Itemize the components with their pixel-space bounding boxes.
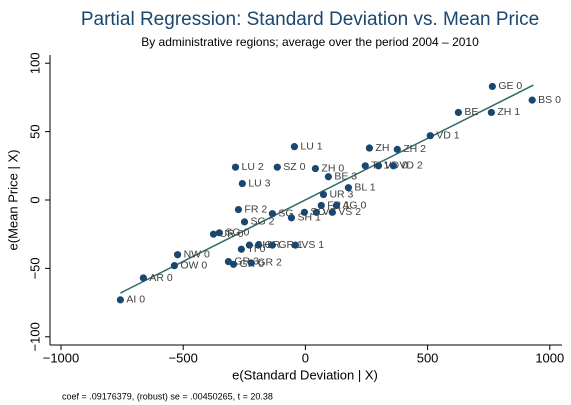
x-tick-label: −500 [169,350,198,365]
point [487,108,495,117]
point [215,229,223,237]
point [312,208,320,216]
point-label: GR 1 [278,239,303,251]
x-tick-label: 1000 [535,350,564,365]
y-tick-label: 0 [27,196,42,203]
point-label: OW 0 [180,259,207,271]
point [319,190,328,199]
point-label: GR 2 [257,257,282,269]
point-label: FR 2 [244,203,267,215]
point-label: VD 1 [436,129,460,141]
point [254,241,263,249]
point [454,108,462,117]
point [209,230,218,238]
fit-line [120,84,534,294]
point [229,260,238,268]
point-label: VS 2 [338,206,361,218]
point [311,164,320,173]
point [488,82,496,91]
point-label: UR 0 [219,228,243,240]
point [139,274,147,282]
point [240,218,249,226]
point-label: AI 0 [126,294,145,306]
point-label: VD 2 [399,160,423,172]
point [528,96,536,104]
point-label: SH 1 [297,212,321,224]
point [234,205,243,214]
point-label: ZH 2 [403,143,426,155]
point [426,132,434,140]
point-label: UR 3 [329,188,353,200]
point-label: NW 0 [184,248,210,260]
point-label: TI 0 [247,243,265,255]
point [268,210,276,218]
point-label: SG 2 [251,216,275,228]
point [268,241,276,249]
point-label: SZ 0 [283,161,305,173]
point [317,201,325,210]
point [374,162,383,170]
y-tick-label: −100 [27,322,42,351]
point [247,259,255,267]
point [365,144,374,152]
point-label: SG 0 [225,227,249,239]
x-tick-label: −1000 [43,350,80,365]
point-label: BL 1 [354,181,375,193]
point-label: ZH 0 [321,162,344,174]
point [300,208,309,216]
point-label: AR 0 [149,272,173,284]
point [393,145,401,153]
point [245,241,254,249]
point-label: BS 0 [538,94,561,106]
point [273,163,281,171]
point [324,173,332,181]
point-label: GE 0 [498,80,522,92]
y-tick-label: 50 [27,124,42,138]
point-label: LU 3 [248,177,270,189]
point [231,163,240,171]
chart-title: Partial Regression: Standard Deviation v… [81,9,539,30]
point-label: ZH [375,142,389,154]
point-label: LU 2 [241,161,263,173]
y-tick-label: −50 [27,257,42,279]
point-label: ZH 1 [497,106,520,118]
point [237,245,245,253]
y-tick-label: 100 [27,52,42,74]
y-axis-label: e(Mean Price | X) [5,150,20,251]
chart-subtitle: By administrative regions; average over … [141,35,479,49]
point [173,251,182,259]
point-label: LU 1 [300,140,322,152]
point-label: BE 3 [334,171,357,183]
point [116,296,124,304]
point-label: VS 1 [301,239,324,251]
point [287,214,296,222]
point [170,262,178,270]
point [238,179,246,188]
point [344,184,353,192]
point [291,241,299,249]
x-tick-label: 0 [302,350,309,365]
point-label: AG 0 [342,199,366,211]
point [290,143,298,151]
x-axis-label: e(Standard Deviation | X) [232,367,378,382]
x-tick-label: 500 [417,350,439,365]
point [332,201,341,210]
point [389,162,397,170]
point [328,208,336,216]
note: coef = .09176379, (robust) se = .0045026… [62,391,273,401]
point [361,162,369,170]
point-label: BE [464,106,478,118]
